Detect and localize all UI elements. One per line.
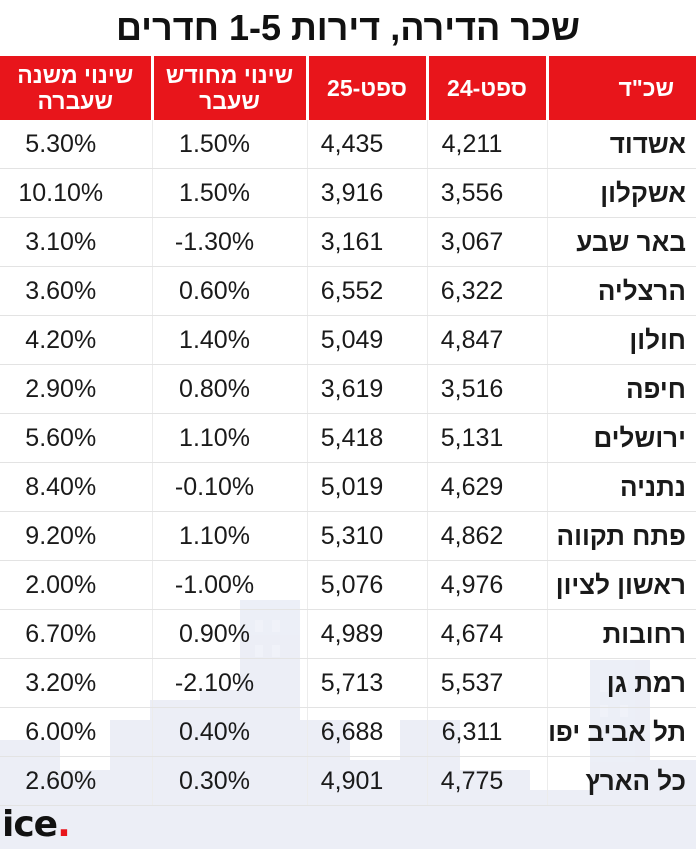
sep25-cell: 4,901	[306, 756, 427, 806]
city-cell: תל אביב יפו	[546, 707, 696, 757]
sep24-cell: 5,131	[426, 413, 547, 463]
sep24-cell: 4,629	[426, 462, 547, 512]
month-change-cell: 1.10%	[151, 413, 307, 463]
city-cell: הרצליה	[546, 266, 696, 316]
sep25-cell: 5,418	[306, 413, 427, 463]
month-change-cell: 1.50%	[151, 120, 307, 169]
month-change-cell: -2.10%	[151, 658, 307, 708]
month-change-cell: 0.40%	[151, 707, 307, 757]
table-row: ירושלים 5,131 5,418 1.10% 5.60%	[0, 413, 696, 463]
year-change-cell: 6.70%	[0, 609, 152, 659]
year-change-cell: 6.00%	[0, 707, 152, 757]
sep25-cell: 6,688	[306, 707, 427, 757]
city-cell: באר שבע	[546, 217, 696, 267]
sep25-cell: 5,049	[306, 315, 427, 365]
month-change-cell: -1.30%	[151, 217, 307, 267]
table-row: חיפה 3,516 3,619 0.80% 2.90%	[0, 364, 696, 414]
year-change-cell: 3.10%	[0, 217, 152, 267]
sep25-cell: 3,161	[306, 217, 427, 267]
table-row: רמת גן 5,537 5,713 -2.10% 3.20%	[0, 658, 696, 708]
sep25-cell: 5,076	[306, 560, 427, 610]
year-change-cell: 9.20%	[0, 511, 152, 561]
sep25-cell: 5,019	[306, 462, 427, 512]
city-cell: רחובות	[546, 609, 696, 659]
month-change-cell: -0.10%	[151, 462, 307, 512]
sep25-cell: 3,916	[306, 168, 427, 218]
city-cell: ירושלים	[546, 413, 696, 463]
logo-dot: .	[57, 804, 71, 845]
year-change-cell: 5.60%	[0, 413, 152, 463]
table-row: הרצליה 6,322 6,552 0.60% 3.60%	[0, 266, 696, 316]
year-change-cell: 5.30%	[0, 120, 152, 169]
sep25-cell: 5,310	[306, 511, 427, 561]
year-change-cell: 4.20%	[0, 315, 152, 365]
city-cell: ראשון לציון	[546, 560, 696, 610]
sep24-cell: 4,211	[426, 120, 547, 169]
month-change-cell: 0.80%	[151, 364, 307, 414]
sep24-cell: 4,775	[426, 756, 547, 806]
sep25-cell: 5,713	[306, 658, 427, 708]
sep24-cell: 3,516	[426, 364, 547, 414]
sep25-cell: 6,552	[306, 266, 427, 316]
sep24-cell: 3,556	[426, 168, 547, 218]
city-cell: רמת גן	[546, 658, 696, 708]
year-change-cell: 8.40%	[0, 462, 152, 512]
month-change-cell: 0.90%	[151, 609, 307, 659]
sep25-cell: 4,989	[306, 609, 427, 659]
year-change-cell: 3.20%	[0, 658, 152, 708]
year-change-cell: 2.00%	[0, 560, 152, 610]
header-year-change: שינוי משנה שעברה	[0, 56, 152, 120]
sep24-cell: 4,862	[426, 511, 547, 561]
table-row: באר שבע 3,067 3,161 -1.30% 3.10%	[0, 217, 696, 267]
table-header-row: שכ"ד ספט-24 ספט-25 שינוי מחודש שעבר שינו…	[0, 56, 696, 120]
table-row: ראשון לציון 4,976 5,076 -1.00% 2.00%	[0, 560, 696, 610]
sep25-cell: 4,435	[306, 120, 427, 169]
header-city: שכ"ד	[545, 56, 696, 120]
logo-text: ice	[2, 804, 58, 845]
sep24-cell: 4,847	[426, 315, 547, 365]
sep24-cell: 3,067	[426, 217, 547, 267]
header-month-change: שינוי מחודש שעבר	[150, 56, 307, 120]
city-cell: נתניה	[546, 462, 696, 512]
table-row: אשקלון 3,556 3,916 1.50% 10.10%	[0, 168, 696, 218]
city-cell: חולון	[546, 315, 696, 365]
month-change-cell: 0.30%	[151, 756, 307, 806]
sep24-cell: 6,311	[426, 707, 547, 757]
table-row: נתניה 4,629 5,019 -0.10% 8.40%	[0, 462, 696, 512]
sep24-cell: 5,537	[426, 658, 547, 708]
header-sep25: ספט-25	[305, 56, 427, 120]
year-change-cell: 10.10%	[0, 168, 152, 218]
city-cell: כל הארץ	[546, 756, 696, 806]
page-title: שכר הדירה, דירות 1-5 חדרים	[115, 7, 581, 48]
month-change-cell: 0.60%	[151, 266, 307, 316]
month-change-cell: 1.40%	[151, 315, 307, 365]
sep24-cell: 6,322	[426, 266, 547, 316]
city-cell: חיפה	[546, 364, 696, 414]
table-row: אשדוד 4,211 4,435 1.50% 5.30%	[0, 120, 696, 169]
year-change-cell: 2.60%	[0, 756, 152, 806]
table-row: תל אביב יפו 6,311 6,688 0.40% 6.00%	[0, 707, 696, 757]
city-cell: פתח תקווה	[546, 511, 696, 561]
header-sep24: ספט-24	[425, 56, 547, 120]
year-change-cell: 3.60%	[0, 266, 152, 316]
sep25-cell: 3,619	[306, 364, 427, 414]
month-change-cell: 1.50%	[151, 168, 307, 218]
city-cell: אשדוד	[546, 120, 696, 169]
sep24-cell: 4,674	[426, 609, 547, 659]
month-change-cell: 1.10%	[151, 511, 307, 561]
table-row: פתח תקווה 4,862 5,310 1.10% 9.20%	[0, 511, 696, 561]
year-change-cell: 2.90%	[0, 364, 152, 414]
table-row: רחובות 4,674 4,989 0.90% 6.70%	[0, 609, 696, 659]
month-change-cell: -1.00%	[151, 560, 307, 610]
table-row: חולון 4,847 5,049 1.40% 4.20%	[0, 315, 696, 365]
ice-logo: ice.	[2, 804, 71, 845]
sep24-cell: 4,976	[426, 560, 547, 610]
table-row: כל הארץ 4,775 4,901 0.30% 2.60%	[0, 756, 696, 806]
city-cell: אשקלון	[546, 168, 696, 218]
rent-table: שכ"ד ספט-24 ספט-25 שינוי מחודש שעבר שינו…	[0, 56, 696, 806]
